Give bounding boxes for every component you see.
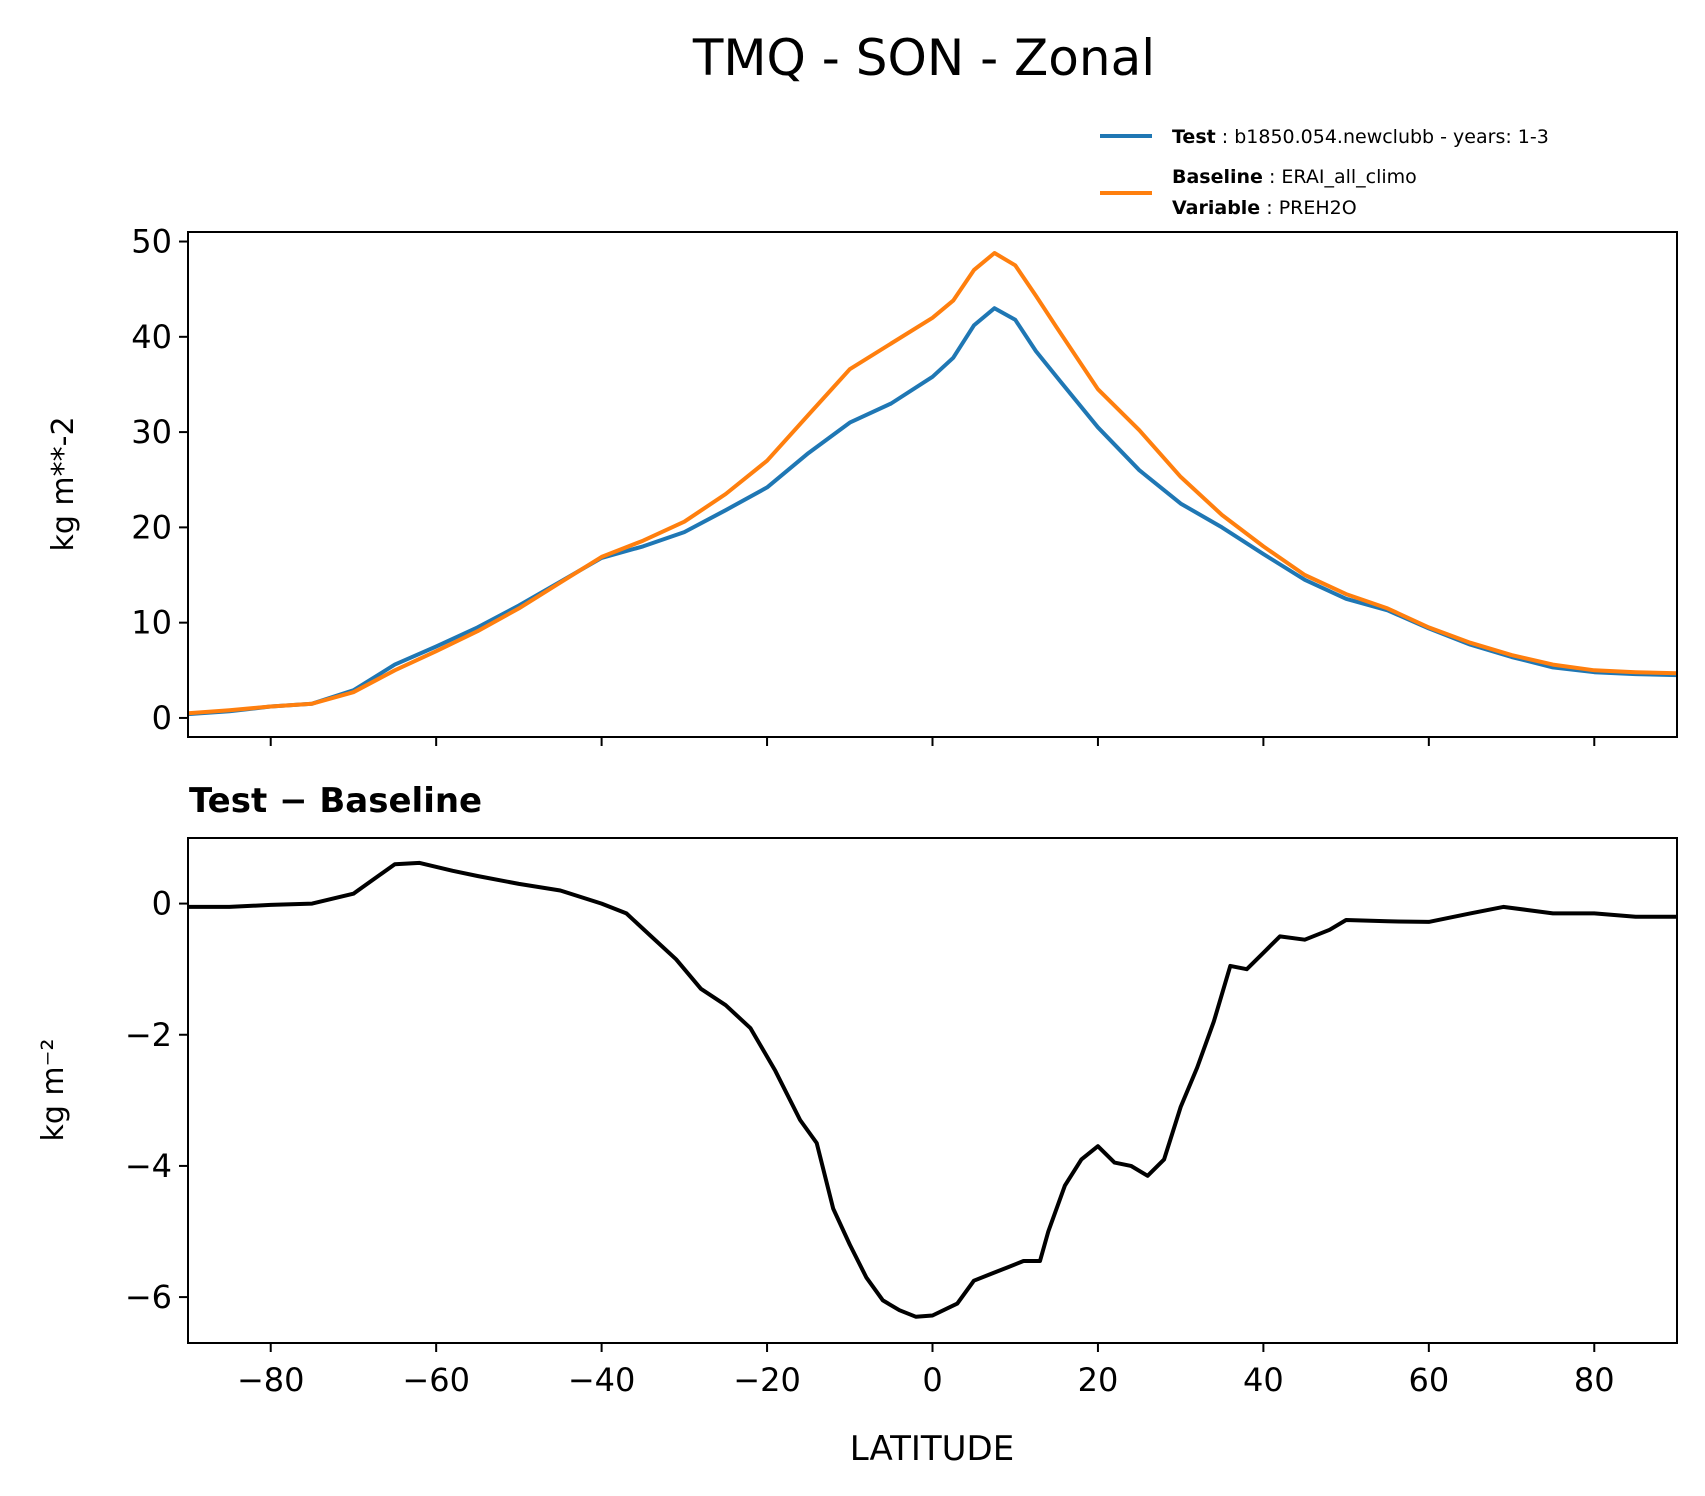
x-tick-label: −20 (733, 1361, 801, 1399)
y-tick-label: −6 (125, 1278, 172, 1316)
x-tick-label: 0 (922, 1361, 942, 1399)
legend-test-label: Test (1172, 126, 1216, 148)
y-tick-label: 50 (131, 223, 172, 261)
bottom-y-axis-label: kg m⁻² (36, 1038, 71, 1141)
bottom-plot-frame (187, 837, 1678, 1344)
legend-baseline-value: ERAI_all_climo (1281, 166, 1416, 188)
x-tick-label: −40 (568, 1361, 636, 1399)
legend-variable-label: Variable (1172, 197, 1260, 219)
series-line-test (187, 306, 1678, 717)
y-tick-label: 30 (131, 413, 172, 451)
y-tick-label: 0 (152, 885, 172, 923)
svg-text:Test : b1850.054.newclubb - ye: Test : b1850.054.newclubb - years: 1-3 (1172, 126, 1549, 148)
figure-title: TMQ - SON - Zonal (692, 29, 1155, 87)
top-panel: 0 10 20 30 40 50 kg m**-2 (46, 223, 1678, 746)
series-line-baseline (187, 251, 1678, 716)
y-tick-label: 40 (131, 318, 172, 356)
bottom-panel-title: Test − Baseline (189, 781, 482, 821)
x-tick-label: 40 (1243, 1361, 1284, 1399)
legend-variable-value: PREH2O (1279, 197, 1357, 219)
x-tick-label: 80 (1574, 1361, 1615, 1399)
legend-baseline-label: Baseline (1172, 166, 1263, 188)
svg-text:Variable : PREH2O: Variable : PREH2O (1172, 197, 1357, 219)
y-tick-label: 10 (131, 604, 172, 642)
y-tick-label: 20 (131, 508, 172, 546)
x-tick-label: 20 (1078, 1361, 1119, 1399)
x-tick-label: 60 (1408, 1361, 1449, 1399)
legend-test-value: b1850.054.newclubb - years: 1-3 (1234, 126, 1549, 148)
legend: Test : b1850.054.newclubb - years: 1-3 B… (1100, 126, 1549, 219)
y-tick-label: −4 (125, 1147, 172, 1185)
svg-text:Baseline : ERAI_all_climo: Baseline : ERAI_all_climo (1172, 166, 1417, 188)
bottom-panel: Test − Baseline 0 −2 −4 −6 −80 −60 −40 −20 0 20 40… (36, 781, 1678, 1469)
y-tick-label: −2 (125, 1016, 172, 1054)
x-tick-label: −60 (402, 1361, 470, 1399)
x-axis-label: LATITUDE (850, 1429, 1014, 1469)
series-line-difference (188, 860, 1677, 1319)
top-y-axis-label: kg m**-2 (46, 416, 81, 551)
x-tick-label: −80 (237, 1361, 305, 1399)
y-tick-label: 0 (152, 699, 172, 737)
